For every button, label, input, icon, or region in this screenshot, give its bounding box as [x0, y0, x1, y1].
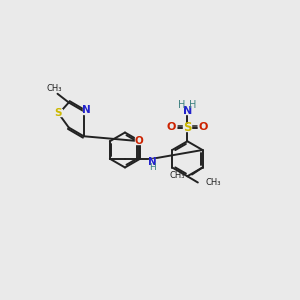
Text: S: S — [183, 121, 192, 134]
Text: CH₃: CH₃ — [205, 178, 221, 187]
Text: S: S — [54, 107, 61, 118]
Bar — [183, 124, 191, 131]
Bar — [184, 107, 191, 114]
Bar — [83, 106, 90, 113]
Text: CH₃: CH₃ — [47, 84, 62, 93]
Text: H: H — [189, 100, 197, 110]
Bar — [53, 109, 62, 116]
Text: N: N — [82, 105, 91, 115]
Text: N: N — [148, 157, 157, 167]
Bar — [168, 124, 176, 131]
Bar — [199, 124, 207, 131]
Text: O: O — [167, 122, 176, 133]
Text: O: O — [198, 122, 208, 133]
Text: H: H — [149, 163, 156, 172]
Text: H: H — [178, 100, 185, 110]
Bar — [135, 137, 142, 144]
Text: O: O — [134, 136, 143, 146]
Bar — [149, 158, 156, 169]
Text: CH₃: CH₃ — [169, 171, 185, 180]
Text: N: N — [183, 106, 192, 116]
